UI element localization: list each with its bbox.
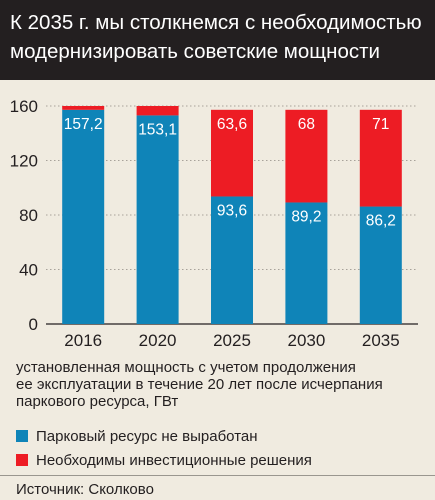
chart-title-line-1: К 2035 г. мы столкнемся с необходимостью	[10, 11, 422, 34]
source-note: Источник: Сколково	[16, 481, 154, 498]
chart-caption-line-2: ее эксплуатации в течение 20 лет после и…	[16, 376, 383, 393]
legend-label: Необходимы инвестиционные решения	[36, 451, 312, 469]
legend-swatch-red	[16, 454, 28, 466]
legend-item-investment-needed: Необходимы инвестиционные решения	[16, 451, 312, 469]
chart-title-line-2: модернизировать советские мощности	[10, 40, 380, 63]
title-bar: К 2035 г. мы столкнемся с необходимостью…	[0, 0, 435, 80]
bar-segment-blue	[62, 109, 105, 324]
bar-segment-red	[285, 109, 328, 203]
bar-segment-red	[211, 109, 253, 197]
y-tick-label: 0	[29, 315, 38, 334]
y-tick-label: 40	[19, 261, 38, 280]
y-tick-label: 120	[10, 152, 38, 171]
bar-segment-blue	[136, 115, 179, 324]
footer-divider	[0, 475, 435, 476]
data-label: 86,2	[366, 213, 396, 230]
bar-segment-red	[136, 106, 179, 116]
bar-segment-blue	[359, 206, 402, 324]
x-tick-label: 2025	[213, 331, 251, 350]
y-tick-label: 160	[10, 97, 38, 116]
data-label: 93,6	[217, 202, 247, 219]
y-tick-label: 80	[19, 206, 38, 225]
data-label: 89,2	[291, 208, 321, 225]
data-label: 153,1	[138, 121, 177, 138]
data-label: 157,2	[64, 116, 103, 133]
x-tick-label: 2035	[362, 331, 400, 350]
x-tick-label: 2030	[287, 331, 325, 350]
data-label: 68	[298, 116, 315, 133]
data-label: 71	[372, 116, 389, 133]
x-tick-label: 2016	[64, 331, 102, 350]
stacked-bar-chart: 0 40 80 120 160 157,2 2016 153,1 2020 93,6 63,6 202…	[10, 97, 418, 350]
legend-label: Парковый ресурс не выработан	[36, 427, 258, 445]
chart-caption-line-3: паркового ресурса, ГВт	[16, 393, 179, 410]
chart-caption-line-1: установленная мощность с учетом продолже…	[16, 359, 356, 376]
bar-segment-red	[359, 109, 402, 207]
bar-segment-red	[62, 106, 105, 110]
data-label: 63,6	[217, 116, 247, 133]
x-tick-label: 2020	[139, 331, 177, 350]
legend-swatch-blue	[16, 430, 28, 442]
bar-segment-blue	[285, 202, 328, 324]
legend-item-not-exhausted: Парковый ресурс не выработан	[16, 427, 258, 445]
bar-segment-blue	[211, 196, 253, 324]
